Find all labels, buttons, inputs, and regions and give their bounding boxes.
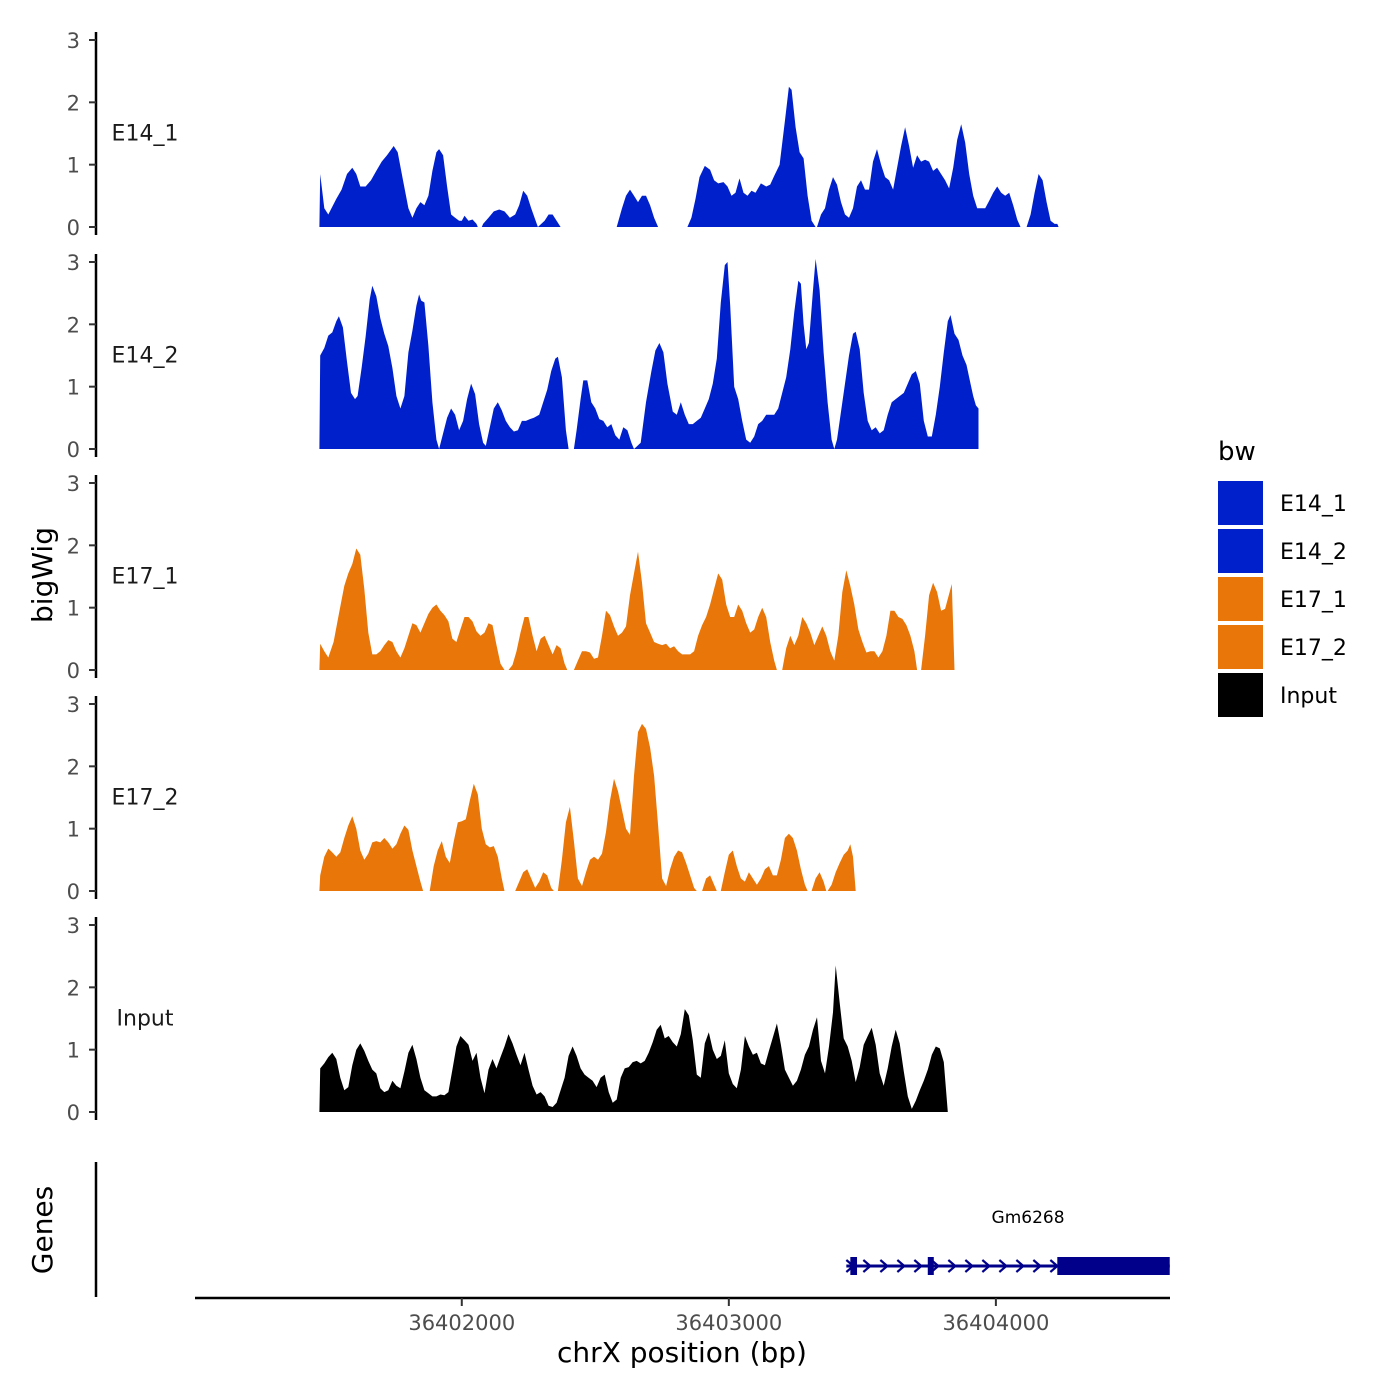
x-axis-title: chrX position (bp) [557,1336,807,1369]
y-tick-label: 2 [67,755,80,779]
track-E14_2: 0 1 2 3 E14_2 [67,251,979,462]
gene-exon [850,1257,858,1275]
x-tick-label: 36402000 [408,1311,515,1335]
legend-label: E17_1 [1280,588,1347,613]
y-tick-label: 3 [67,914,80,938]
signal-area-E14_2 [319,258,979,449]
y-tick-label: 3 [67,472,80,496]
y-tick-label: 1 [67,818,80,842]
strand-arrow [896,1259,907,1273]
track-label-E14_1: E14_1 [112,122,179,147]
y-tick-label: 0 [67,659,80,683]
track-label-E17_1: E17_1 [112,565,179,590]
legend-item-E14_2: E14_2 [1218,529,1347,573]
y-tick-label: 2 [67,534,80,558]
strand-arrow [998,1259,1009,1273]
legend-swatch [1218,529,1263,573]
gene-exon [927,1257,934,1275]
strand-arrow [1032,1259,1043,1273]
track-label-E14_2: E14_2 [112,344,179,369]
y-tick-label: 2 [67,313,80,337]
signal-tracks: 0 1 2 3 E14_1 0 1 2 3 E14_2 0 1 2 3 E17_1 0 1 2 3 E17_2 0 1 2 3… [67,29,1059,1125]
y-tick-label: 3 [67,251,80,275]
legend-label: E14_2 [1280,540,1347,565]
gene-name-label: Gm6268 [992,1208,1065,1228]
x-tick-label: 36403000 [675,1311,782,1335]
track-label-E17_2: E17_2 [112,786,179,811]
signal-area-E17_2 [319,723,856,891]
gene-panel: Genes Gm6268 [26,1162,1170,1297]
y-tick-label: 2 [67,976,80,1000]
strand-arrow [862,1259,873,1273]
legend-label: E17_2 [1280,636,1347,661]
strand-arrow [879,1259,890,1273]
y-tick-label: 3 [67,29,80,53]
legend-item-Input: Input [1218,673,1337,717]
y-tick-label: 3 [67,693,80,717]
y-tick-label: 0 [67,880,80,904]
gene-panel-title: Genes [26,1186,59,1274]
track-E14_1: 0 1 2 3 E14_1 [67,29,1059,240]
legend-label: E14_1 [1280,492,1347,517]
x-axis: 36402000 36403000 36404000 chrX position (… [195,1296,1170,1369]
y-tick-label: 0 [67,216,80,240]
strand-arrow [964,1259,975,1273]
track-Input: 0 1 2 3 Input [67,914,948,1125]
legend-item-E17_1: E17_1 [1218,577,1347,621]
strand-arrow [913,1259,924,1273]
signal-area-E14_1 [319,86,1059,227]
legend-label: Input [1280,684,1337,709]
strand-arrow [947,1259,958,1273]
legend-swatch [1218,481,1263,525]
gene-model: Gm6268 [845,1208,1170,1275]
x-tick-label: 36404000 [942,1311,1049,1335]
legend-swatch [1218,577,1263,621]
y-tick-label: 1 [67,376,80,400]
y-tick-label: 2 [67,91,80,115]
signal-area-E17_1 [319,548,955,670]
gene-exon [1057,1257,1170,1275]
legend-title: bw [1218,437,1256,467]
track-E17_2: 0 1 2 3 E17_2 [67,693,856,904]
legend-swatch [1218,673,1263,717]
legend-item-E14_1: E14_1 [1218,481,1347,525]
track-E17_1: 0 1 2 3 E17_1 [67,472,955,683]
strand-arrow [1015,1259,1026,1273]
y-tick-label: 0 [67,1101,80,1125]
y-tick-label: 0 [67,438,80,462]
legend-item-E17_2: E17_2 [1218,625,1347,669]
strand-arrow [981,1259,992,1273]
signal-area-Input [319,965,948,1112]
legend: bw E14_1 E14_2 E17_1 E17_2 Input [1218,437,1347,717]
y-tick-label: 1 [67,154,80,178]
track-label-Input: Input [117,1007,174,1032]
y-tick-label: 1 [67,597,80,621]
y-axis-title: bigWig [26,527,59,623]
y-tick-label: 1 [67,1039,80,1063]
legend-swatch [1218,625,1263,669]
